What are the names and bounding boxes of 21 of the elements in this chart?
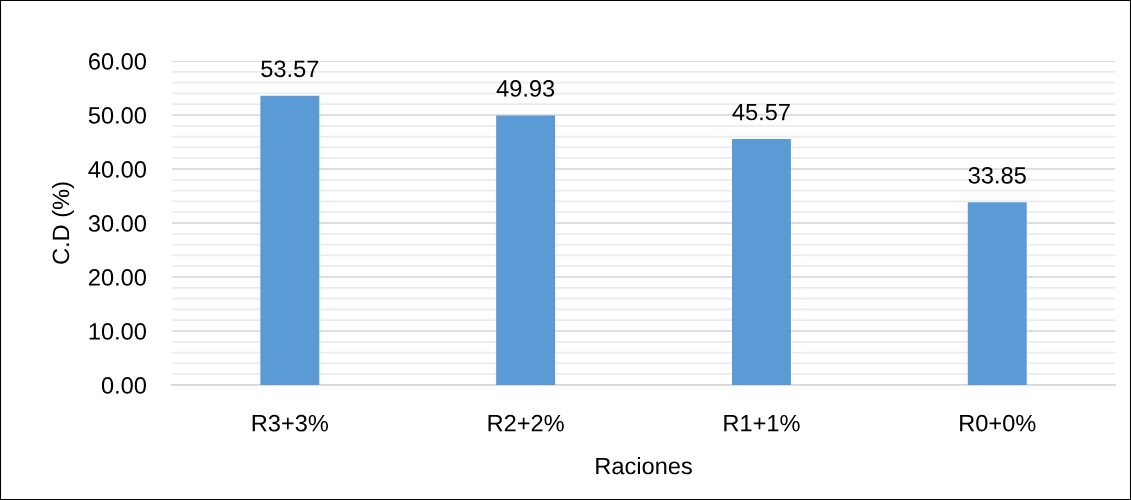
y-tick-label: 10.00 xyxy=(89,323,146,340)
y-tick-label: 50.00 xyxy=(88,107,146,124)
x-axis-title: Raciones xyxy=(596,457,692,475)
y-tick-label: 60.00 xyxy=(89,53,146,70)
x-tick-label: R0+0% xyxy=(960,414,1036,432)
bar xyxy=(496,115,556,385)
data-label: 53.57 xyxy=(261,60,319,78)
x-tick-label: R3+3% xyxy=(252,414,329,432)
y-axis-title: C.D (%) xyxy=(51,182,74,264)
bar xyxy=(967,202,1027,385)
y-tick-label: 0.00 xyxy=(101,377,146,394)
bar xyxy=(260,95,320,385)
y-tick-label: 30.00 xyxy=(88,215,146,232)
y-tick-label: 20.00 xyxy=(89,269,146,286)
x-tick-label: R1+1% xyxy=(724,414,800,432)
data-label: 49.93 xyxy=(496,80,555,97)
y-tick-label: 40.00 xyxy=(88,161,146,178)
data-label: 45.57 xyxy=(732,103,790,121)
data-label: 33.85 xyxy=(968,166,1026,184)
bar xyxy=(731,138,791,385)
x-tick-label: R2+2% xyxy=(488,414,564,432)
